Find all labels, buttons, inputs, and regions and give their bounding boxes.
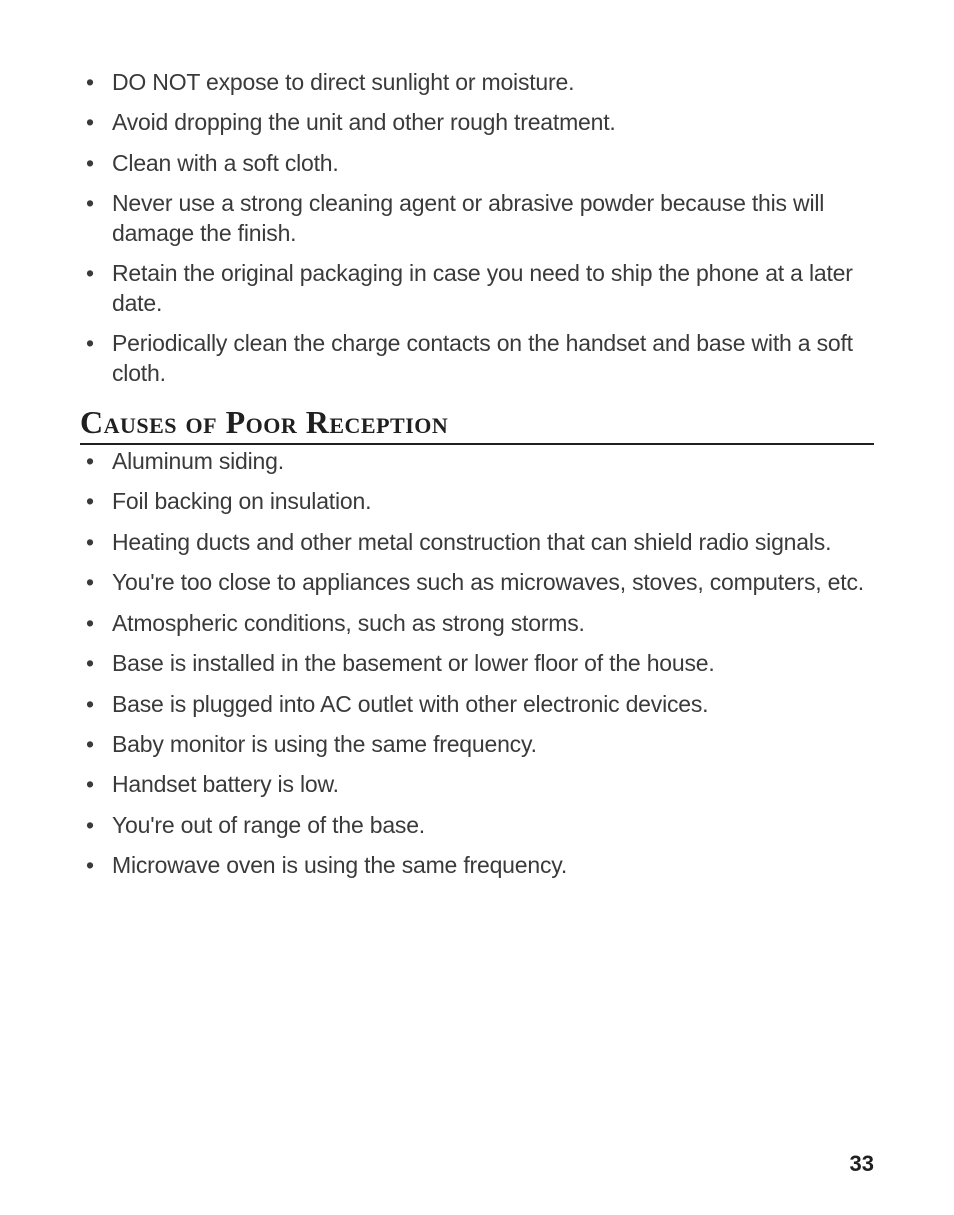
list-item: Baby monitor is using the same frequency… [80,730,874,759]
section-heading-poor-reception: Causes of Poor Reception [80,404,874,445]
list-item: Atmospheric conditions, such as strong s… [80,609,874,638]
poor-reception-list: Aluminum siding. Foil backing on insulat… [80,447,874,881]
list-item: Base is installed in the basement or low… [80,649,874,678]
care-instructions-list: DO NOT expose to direct sunlight or mois… [80,68,874,388]
list-item: Clean with a soft cloth. [80,149,874,178]
list-item: Base is plugged into AC outlet with othe… [80,690,874,719]
list-item: Retain the original packaging in case yo… [80,259,874,318]
list-item: Avoid dropping the unit and other rough … [80,108,874,137]
list-item: DO NOT expose to direct sunlight or mois… [80,68,874,97]
list-item: Aluminum siding. [80,447,874,476]
list-item: Foil backing on insulation. [80,487,874,516]
list-item: Microwave oven is using the same frequen… [80,851,874,880]
list-item: You're too close to appliances such as m… [80,568,874,597]
page-number: 33 [850,1151,874,1177]
list-item: You're out of range of the base. [80,811,874,840]
list-item: Handset battery is low. [80,770,874,799]
list-item: Periodically clean the charge contacts o… [80,329,874,388]
list-item: Never use a strong cleaning agent or abr… [80,189,874,248]
list-item: Heating ducts and other metal constructi… [80,528,874,557]
